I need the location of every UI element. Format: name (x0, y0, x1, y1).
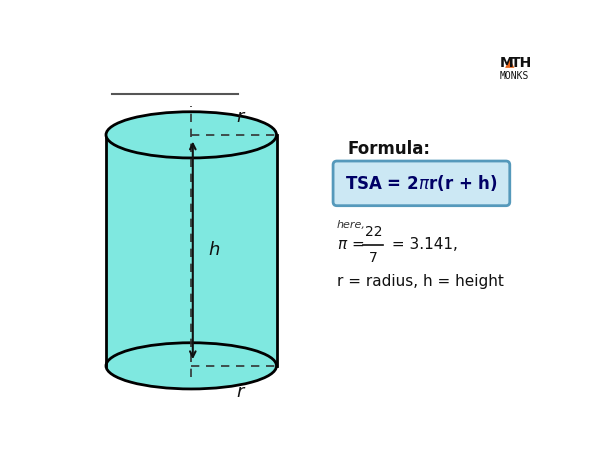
Text: M: M (500, 56, 514, 70)
Ellipse shape (106, 112, 277, 158)
Text: TH: TH (511, 56, 532, 70)
Ellipse shape (106, 343, 277, 389)
Text: 22: 22 (365, 225, 382, 239)
Text: MONKS: MONKS (500, 71, 529, 81)
Text: r = radius, h = height: r = radius, h = height (337, 274, 504, 288)
Text: here,: here, (337, 220, 366, 230)
Polygon shape (106, 135, 277, 366)
Text: r: r (236, 108, 244, 126)
Text: TSA = 2$\pi$r(r + h): TSA = 2$\pi$r(r + h) (345, 173, 498, 194)
Text: $\pi$ =: $\pi$ = (337, 238, 366, 252)
Text: h: h (208, 241, 220, 259)
Text: r: r (236, 383, 244, 401)
Text: 7: 7 (369, 251, 378, 265)
FancyBboxPatch shape (333, 161, 510, 206)
Polygon shape (505, 58, 514, 68)
Text: = 3.141,: = 3.141, (386, 238, 457, 252)
Text: Formula:: Formula: (348, 140, 431, 158)
